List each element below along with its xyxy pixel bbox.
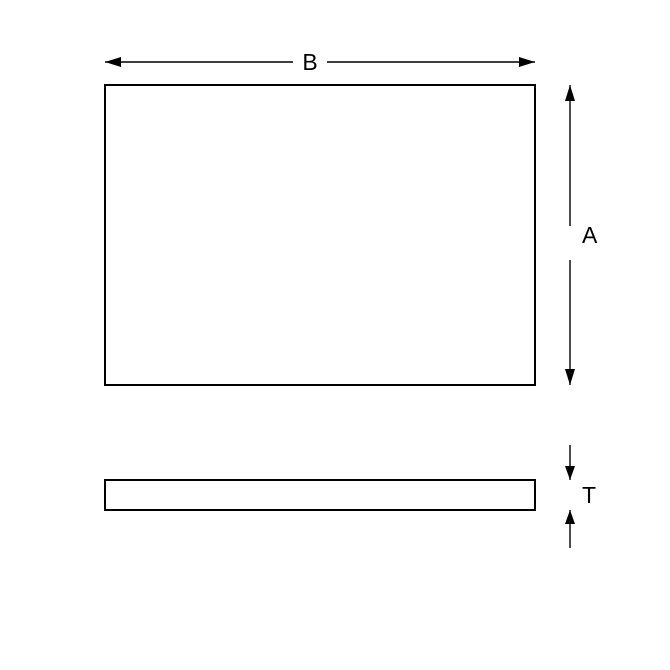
dimension-label-T: T: [582, 482, 596, 508]
dimension-label-A: A: [582, 222, 598, 248]
side-view-rect: [105, 480, 535, 510]
dimension-T: [565, 445, 575, 548]
plan-view-rect: [105, 85, 535, 385]
dimension-label-B: B: [302, 49, 317, 75]
dimension-diagram: B A T: [0, 0, 670, 670]
dimension-B: [105, 57, 535, 67]
dimension-A: [565, 85, 575, 385]
